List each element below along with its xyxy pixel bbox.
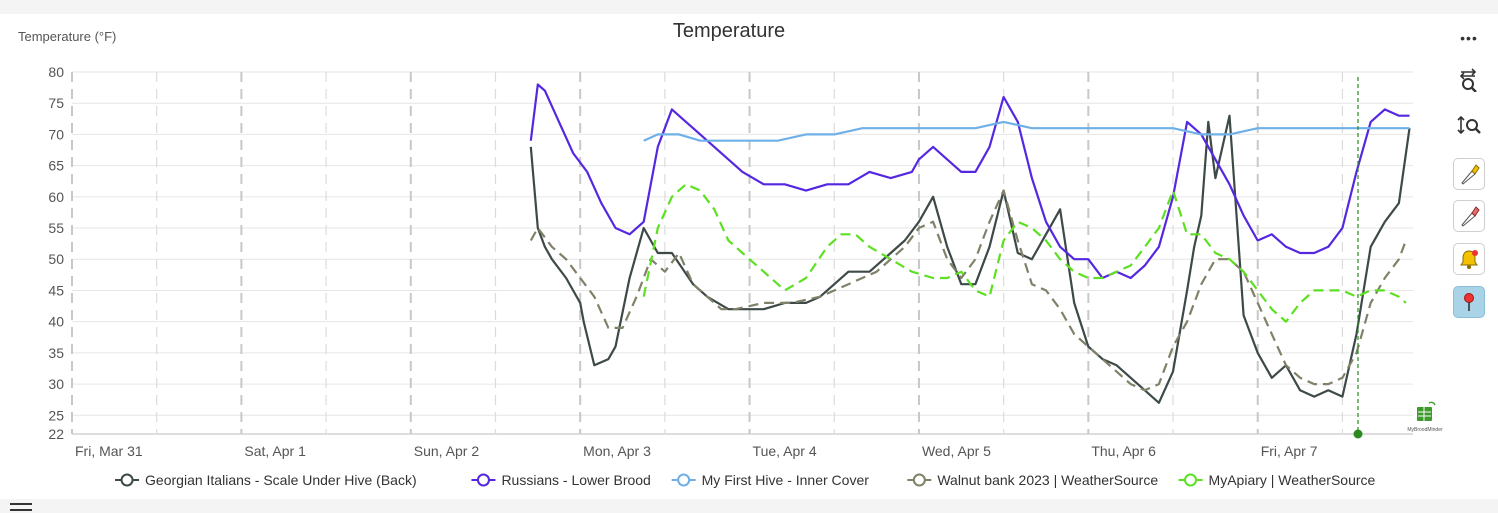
legend-swatch-marker bbox=[476, 473, 490, 487]
y-tick-label: 50 bbox=[48, 251, 64, 267]
y-tick-label: 40 bbox=[48, 314, 64, 330]
series-line-4 bbox=[529, 189, 1407, 392]
series-layer bbox=[529, 83, 1411, 404]
x-tick-label: Mon, Apr 3 bbox=[583, 443, 651, 459]
alert-bell-icon bbox=[1460, 250, 1478, 269]
logo-text: MyBroodMinder bbox=[1407, 427, 1443, 433]
legend-item-5: MyApiary | WeatherSource bbox=[1178, 472, 1376, 488]
y-tick-label: 22 bbox=[48, 426, 64, 442]
legend-swatch-marker bbox=[1184, 473, 1198, 487]
x-tick-label: Fri, Mar 31 bbox=[75, 443, 143, 459]
marker-red-button[interactable] bbox=[1453, 200, 1485, 232]
y-tick-label: 55 bbox=[48, 220, 64, 236]
legend-swatch-marker bbox=[120, 473, 134, 487]
legend-label: My First Hive - Inner Cover bbox=[702, 472, 870, 488]
series-line-5 bbox=[642, 183, 1407, 323]
legend-item-1: Georgian Italians - Scale Under Hive (Ba… bbox=[115, 472, 417, 488]
alert-bell-button[interactable] bbox=[1453, 243, 1485, 275]
y-tick-label: 60 bbox=[48, 189, 64, 205]
zoom-x-button[interactable] bbox=[1453, 66, 1485, 94]
x-tick-label: Sat, Apr 1 bbox=[244, 443, 306, 459]
y-tick-label: 25 bbox=[48, 407, 64, 423]
chart-title: Temperature bbox=[673, 20, 785, 42]
x-tick-label: Thu, Apr 6 bbox=[1091, 443, 1156, 459]
mybroodminder-logo: MyBroodMinder bbox=[1407, 401, 1443, 433]
legend-label: Georgian Italians - Scale Under Hive (Ba… bbox=[145, 472, 417, 488]
y-tick-label: 65 bbox=[48, 158, 64, 174]
y-tick-label: 30 bbox=[48, 376, 64, 392]
axis-layer: 22 25 30 35 40 45 50 55 60 65 70 75 80 Fri, Mar 31 Sat… bbox=[48, 64, 1317, 459]
marker-yellow-button[interactable] bbox=[1453, 158, 1485, 190]
zoom-y-icon bbox=[1457, 115, 1481, 135]
x-tick-label: Tue, Apr 4 bbox=[753, 443, 817, 459]
legend-item-4: Walnut bank 2023 | WeatherSource bbox=[907, 472, 1158, 488]
legend-item-3: My First Hive - Inner Cover bbox=[671, 472, 870, 488]
zoom-x-icon bbox=[1459, 68, 1477, 92]
x-tick-label: Wed, Apr 5 bbox=[922, 443, 991, 459]
legend: Georgian Italians - Scale Under Hive (Ba… bbox=[115, 472, 1376, 488]
y-tick-label: 45 bbox=[48, 282, 64, 298]
legend-label: Walnut bank 2023 | WeatherSource bbox=[937, 472, 1158, 488]
y-tick-label: 75 bbox=[48, 95, 64, 111]
y-tick-label: 70 bbox=[48, 126, 64, 142]
legend-item-2: Russians - Lower Brood bbox=[471, 472, 651, 488]
zoom-y-button[interactable] bbox=[1453, 112, 1485, 140]
hamburger-menu-icon[interactable] bbox=[10, 499, 32, 513]
y-tick-label: 35 bbox=[48, 345, 64, 361]
x-tick-label: Fri, Apr 7 bbox=[1261, 443, 1318, 459]
legend-label: MyApiary | WeatherSource bbox=[1209, 472, 1376, 488]
y-axis-label: Temperature (°F) bbox=[18, 29, 116, 44]
temperature-chart: Temperature Temperature (°F) 22 25 30 35 40 4… bbox=[18, 20, 1443, 488]
more-menu-button[interactable]: ••• bbox=[1453, 24, 1485, 52]
legend-swatch-marker bbox=[677, 473, 691, 487]
more-icon: ••• bbox=[1460, 30, 1478, 46]
current-time-dot[interactable] bbox=[1353, 429, 1363, 439]
series-line-3 bbox=[643, 120, 1410, 142]
pin-button[interactable] bbox=[1453, 286, 1485, 318]
legend-swatch-marker bbox=[912, 473, 926, 487]
grid-layer bbox=[71, 71, 1413, 435]
series-line-1 bbox=[529, 114, 1411, 404]
marker-red-icon bbox=[1461, 206, 1480, 227]
y-tick-label: 80 bbox=[48, 64, 64, 80]
x-tick-label: Sun, Apr 2 bbox=[414, 443, 480, 459]
marker-yellow-icon bbox=[1461, 164, 1480, 185]
chart-panel: Temperature Temperature (°F) 22 25 30 35 40 4… bbox=[0, 14, 1498, 511]
pin-icon bbox=[1464, 293, 1474, 311]
series-line-2 bbox=[529, 83, 1410, 280]
legend-label: Russians - Lower Brood bbox=[501, 472, 650, 488]
